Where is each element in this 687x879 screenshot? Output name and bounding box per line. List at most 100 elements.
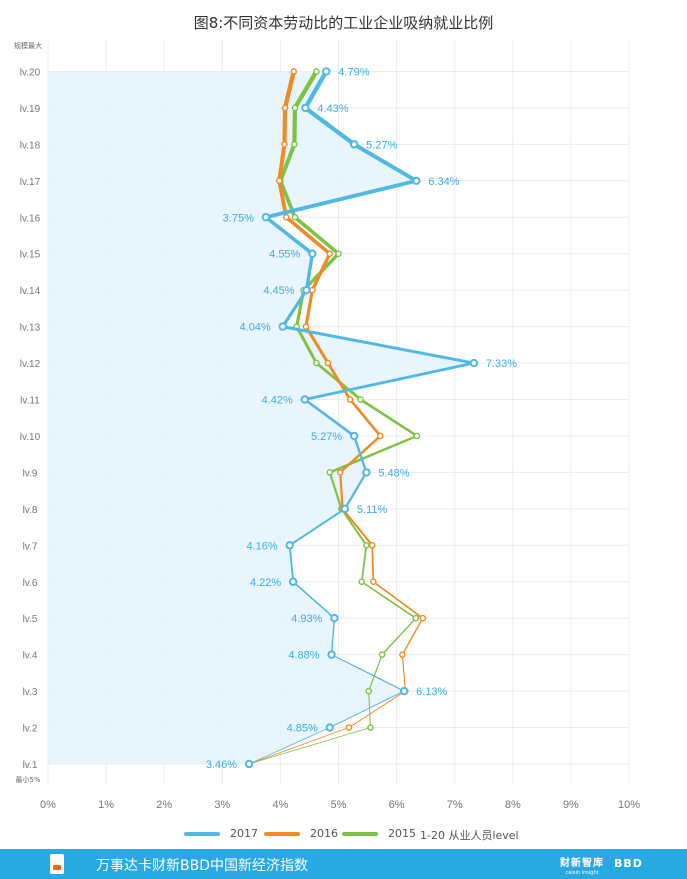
series-2015-segment-4	[360, 580, 417, 620]
data-label-2017-lv8: 5.11%	[357, 504, 388, 516]
x-tick-label-1: 1%	[98, 799, 114, 811]
data-label-2017-lv12: 7.33%	[486, 358, 517, 370]
legend-label-2016: 2016	[310, 827, 338, 840]
series-2015-segment-0	[248, 727, 371, 765]
series-2016-point-9	[336, 469, 344, 476]
legend-swatch-2016	[264, 831, 300, 836]
data-label-2017-lv10: 5.27%	[311, 431, 342, 443]
legend-label-2015: 2015	[388, 827, 416, 840]
series-2017-point-19	[301, 103, 310, 113]
legend-label-2017: 2017	[230, 827, 258, 840]
data-label-2017-lv3: 6.13%	[416, 686, 447, 698]
chart-title: 图8:不同资本劳动比的工业企业吸纳就业比例	[193, 14, 494, 32]
data-label-2017-lv18: 5.27%	[366, 139, 397, 151]
series-2015-point-16	[291, 213, 299, 221]
series-2015-point-3	[365, 687, 373, 695]
series-2016-segment-7	[339, 471, 344, 510]
data-label-2017-lv1: 3.46%	[206, 759, 237, 771]
series-2017-segment-17	[303, 105, 357, 147]
series-2017-segment-12	[281, 288, 309, 329]
series-2015-point-12	[313, 359, 320, 367]
legend-note: 1-20 从业人员level	[420, 829, 519, 842]
y-tick-label-7: lv.7	[23, 541, 38, 552]
legend-swatch-2017	[184, 831, 220, 836]
y-tick-label-5: lv.5	[23, 614, 38, 625]
series-2016-point-4	[399, 651, 406, 658]
legend-item-2017[interactable]: 2017	[184, 827, 258, 840]
series-2017-point-10	[349, 431, 359, 441]
y-tick-label-9: lv.9	[23, 468, 38, 479]
series-2016-point-10	[377, 432, 384, 440]
y-tick-label-15: lv.15	[20, 250, 41, 261]
x-tick-label-0: 0%	[40, 799, 56, 811]
legend-item-2016[interactable]: 2016	[264, 827, 338, 840]
series-2016-point-6	[370, 578, 377, 586]
series-2017-segment-4	[292, 580, 336, 620]
footer-title: 万事达卡财新BBD中国新经济指数	[96, 858, 308, 874]
series-2015-point-4	[378, 651, 386, 658]
y-tick-label-3: lv.3	[23, 687, 38, 698]
y-tick-label-16: lv.16	[20, 213, 41, 224]
series-2017-segment-2	[330, 654, 405, 692]
y-tick-label-19: lv.19	[20, 104, 41, 115]
series-2017-point-4	[327, 650, 336, 659]
series-2017-segment-10	[303, 361, 476, 401]
series-2016-point-13	[302, 323, 310, 330]
series-2016-segment-10	[326, 361, 352, 401]
series-2017-point-13	[278, 322, 287, 331]
data-label-2017-lv9: 5.48%	[378, 467, 409, 479]
y-tick-label-17: lv.17	[20, 177, 41, 188]
legend-item-2015[interactable]: 2015	[342, 827, 416, 840]
y-tick-label-1: lv.1	[23, 760, 38, 771]
series-2017-point-12	[469, 358, 479, 368]
x-tick-label-4: 4%	[272, 799, 288, 811]
data-label-2017-lv6: 4.22%	[250, 577, 281, 589]
y-axis-bottom-label: 最小5%	[15, 775, 40, 784]
y-tick-label-4: lv.4	[23, 651, 38, 662]
data-label-2017-lv14: 4.45%	[263, 285, 294, 297]
series-2017-point-15	[308, 249, 317, 258]
series-2015-point-19	[291, 104, 299, 112]
series-2016-point-15	[326, 250, 334, 257]
legend-swatch-2015	[342, 831, 378, 836]
y-tick-label-11: lv.11	[20, 396, 40, 407]
x-tick-label-3: 3%	[214, 799, 230, 811]
bbd-logo: BBD	[614, 857, 643, 870]
series-2017-point-18	[349, 140, 359, 149]
series-2017-point-20	[322, 67, 331, 76]
series-2015-point-7	[363, 542, 370, 549]
series-2015-point-6	[358, 578, 366, 586]
series-2017-segment-3	[330, 617, 336, 656]
series-2015-segment-9	[359, 398, 419, 438]
series-2016-point-16	[282, 213, 290, 221]
brand-subtitle: caixin insight	[565, 870, 599, 876]
series-2016-segment-13	[310, 251, 332, 292]
footer-bar: 万事达卡财新BBD中国新经济指数 财新智库 caixin insight BBD	[0, 849, 687, 879]
series-2015-point-18	[291, 141, 298, 148]
series-2016-point-20	[290, 68, 298, 75]
y-tick-label-14: lv.14	[20, 286, 41, 297]
caixin-insight-logo: 财新智库 caixin insight	[560, 854, 604, 876]
series-2015-segment-7	[328, 471, 343, 510]
series-2016-point-2	[345, 724, 353, 731]
x-tick-label-8: 8%	[505, 799, 521, 811]
series-2017-point-9	[362, 468, 371, 477]
data-label-2017-lv2: 4.85%	[287, 723, 318, 735]
data-label-2017-lv16: 3.75%	[223, 212, 254, 224]
series-2015-point-15	[335, 250, 342, 257]
series-2016-point-18	[281, 141, 288, 148]
series-2017-segment-1	[329, 690, 405, 729]
series-2016-segment-1	[348, 690, 406, 729]
x-tick-label-7: 7%	[447, 799, 463, 811]
series-2017-segment-18	[303, 69, 329, 111]
series-2016-segment-2	[401, 654, 406, 692]
y-tick-label-6: lv.6	[23, 578, 38, 589]
data-label-2017-lv19: 4.43%	[317, 103, 348, 115]
series-2017-segment-5	[288, 544, 295, 583]
series-2015-segment-11	[295, 325, 318, 365]
data-label-2017-lv7: 4.16%	[246, 540, 277, 552]
series-2016-segment-5	[371, 544, 375, 583]
series-2016-segment-3	[401, 617, 424, 656]
y-tick-label-2: lv.2	[23, 724, 38, 735]
series-2017-segment-7	[343, 471, 368, 510]
